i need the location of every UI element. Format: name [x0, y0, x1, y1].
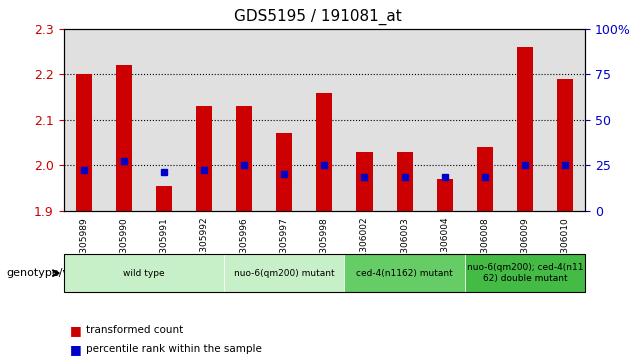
Text: transformed count: transformed count [86, 325, 183, 335]
Text: genotype/variation: genotype/variation [6, 268, 113, 278]
Text: ■: ■ [70, 343, 81, 356]
Text: nuo-6(qm200); ced-4(n11
62) double mutant: nuo-6(qm200); ced-4(n11 62) double mutan… [467, 264, 583, 283]
Text: ■: ■ [70, 324, 81, 337]
Bar [116, 65, 132, 211]
Text: GDS5195 / 191081_at: GDS5195 / 191081_at [234, 9, 402, 25]
Bar [397, 152, 413, 211]
Bar [276, 133, 293, 211]
Text: percentile rank within the sample: percentile rank within the sample [86, 344, 262, 354]
Bar [517, 47, 533, 211]
Bar [196, 106, 212, 211]
Text: ced-4(n1162) mutant: ced-4(n1162) mutant [356, 269, 453, 278]
Bar [437, 179, 453, 211]
Bar [76, 74, 92, 211]
Bar [236, 106, 252, 211]
Text: nuo-6(qm200) mutant: nuo-6(qm200) mutant [234, 269, 335, 278]
Bar [316, 93, 333, 211]
Bar [557, 79, 573, 211]
Text: wild type: wild type [123, 269, 165, 278]
Bar [156, 185, 172, 211]
Bar [356, 152, 373, 211]
Bar [477, 147, 493, 211]
